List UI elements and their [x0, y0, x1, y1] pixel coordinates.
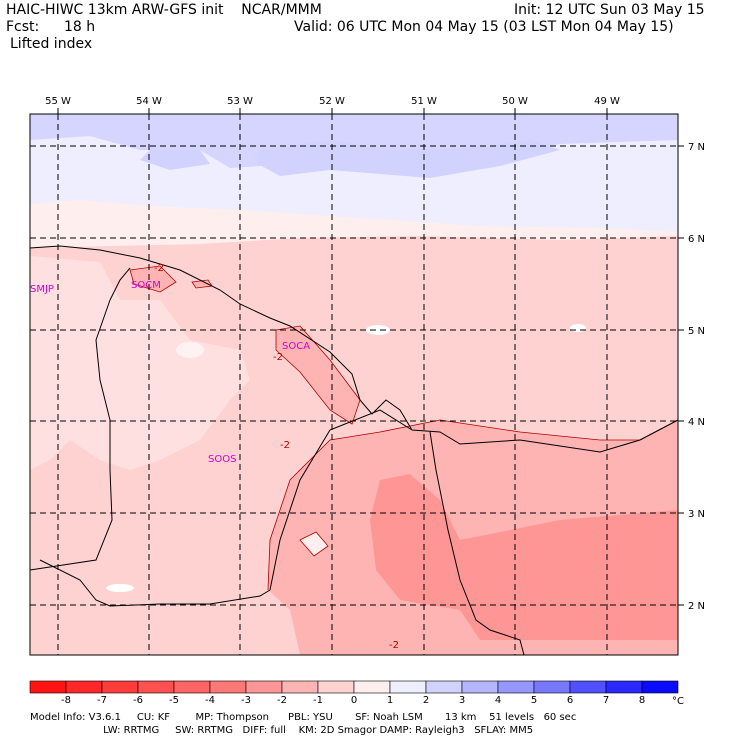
colorbar-tick-label: 5 [531, 695, 537, 706]
colorbar-tick-label: 4 [495, 695, 501, 706]
colorbar-tick-label: -4 [205, 695, 215, 706]
colorbar-tick-label: -6 [133, 695, 143, 706]
colorbar-swatch [497, 680, 535, 694]
contour-label: -2 [273, 352, 283, 363]
lon-label-50w: 50 W [502, 96, 528, 107]
lon-label-52w: 52 W [319, 96, 345, 107]
colorbar: -8 -7 -6 -5 -4 -3 -2 -1 0 1 2 3 4 5 6 7 8 [29, 680, 679, 706]
colorbar-swatch [209, 680, 247, 694]
lat-label-7n: 7 N [688, 142, 705, 153]
colorbar-swatch [29, 680, 67, 694]
contour-label: -2 [389, 640, 399, 651]
lon-label-51w: 51 W [411, 96, 437, 107]
lat-label-4n: 4 N [688, 417, 705, 428]
colorbar-swatch [65, 680, 103, 694]
colorbar-tick-label: 8 [639, 695, 645, 706]
colorbar-tick-label: -2 [277, 695, 287, 706]
colorbar-tick-label: 3 [459, 695, 465, 706]
colorbar-tick-label: 6 [567, 695, 573, 706]
colorbar-swatch [317, 680, 355, 694]
init-time: Init: 12 UTC Sun 03 May 15 [514, 2, 705, 18]
colorbar-swatch [569, 680, 607, 694]
lon-label-55w: 55 W [45, 96, 71, 107]
contour-label: -2 [280, 440, 290, 451]
model-info-line-1: Model Info: V3.6.1 CU: KF MP: Thompson P… [30, 712, 577, 723]
lat-label-2n: 2 N [688, 601, 705, 612]
colorbar-tick-label: -5 [169, 695, 179, 706]
contour-label: -2 [154, 263, 164, 274]
station-soos: SOOS [208, 454, 236, 465]
lat-label-6n: 6 N [688, 234, 705, 245]
lon-label-54w: 54 W [136, 96, 162, 107]
lat-label-5n: 5 N [688, 326, 705, 337]
colorbar-swatch [245, 680, 283, 694]
colorbar-unit: °C [672, 696, 684, 707]
colorbar-swatch [137, 680, 175, 694]
colorbar-swatch [173, 680, 211, 694]
valid-time: Valid: 06 UTC Mon 04 May 15 (03 LST Mon … [294, 19, 674, 35]
colorbar-tick-label: -1 [313, 695, 323, 706]
lon-label-49w: 49 W [594, 96, 620, 107]
forecast-hour: 18 h [64, 19, 96, 35]
field-name: Lifted index [10, 36, 93, 52]
colorbar-swatch [605, 680, 643, 694]
station-socm: SOCM [131, 280, 161, 291]
colorbar-swatch [425, 680, 463, 694]
forecast-label: Fcst: [6, 19, 40, 35]
colorbar-tick-label: 7 [603, 695, 609, 706]
colorbar-swatch [461, 680, 499, 694]
colorbar-tick-label: -3 [241, 695, 251, 706]
lat-label-3n: 3 N [688, 509, 705, 520]
colorbar-swatch [101, 680, 139, 694]
station-soca: SOCA [282, 341, 310, 352]
colorbar-swatch [389, 680, 427, 694]
colorbar-tick-label: 1 [387, 695, 393, 706]
lifted-index-field [30, 114, 678, 655]
lon-label-53w: 53 W [227, 96, 253, 107]
colorbar-swatch [533, 680, 571, 694]
colorbar-tick-label: -8 [61, 695, 71, 706]
model-title: HAIC-HIWC 13km ARW-GFS init NCAR/MMM [6, 2, 322, 18]
map-frame [29, 113, 679, 656]
colorbar-swatch [353, 680, 391, 694]
model-info-line-2: LW: RRTMG SW: RRTMG DIFF: full KM: 2D Sm… [30, 725, 534, 736]
colorbar-tick-label: 0 [351, 695, 357, 706]
colorbar-tick-label: 2 [423, 695, 429, 706]
colorbar-swatch [281, 680, 319, 694]
station-smjp: SMJP [30, 284, 54, 295]
colorbar-swatch [641, 680, 679, 694]
colorbar-tick-label: -7 [97, 695, 107, 706]
